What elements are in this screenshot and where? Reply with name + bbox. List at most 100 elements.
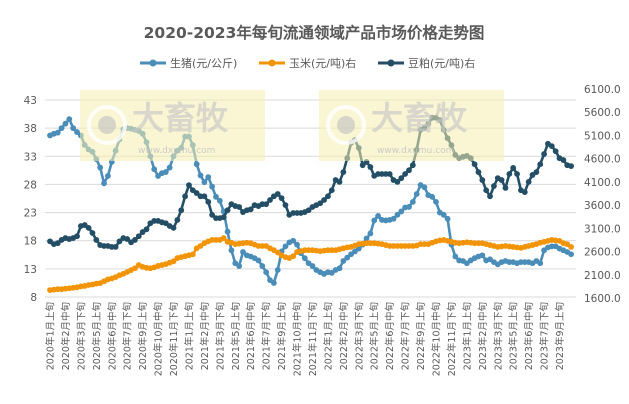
x-tick-label: 2022年10月中旬 <box>431 302 443 376</box>
data-point <box>93 237 100 243</box>
x-tick-label: 2023年9月上旬 <box>554 302 566 370</box>
data-point <box>367 230 374 237</box>
data-point <box>89 230 96 236</box>
data-point <box>197 172 204 179</box>
x-tick-label: 2021年3月下旬 <box>214 302 226 370</box>
y-left-tick-label: 8 <box>30 292 37 304</box>
watermark-url-text: www.dxumu.com <box>138 146 215 156</box>
x-tick-label: 2022年5月上旬 <box>369 302 381 370</box>
legend-label: 生猪(元/公斤) <box>170 56 237 70</box>
data-point <box>58 125 65 132</box>
data-point <box>541 151 547 157</box>
data-point <box>170 258 177 265</box>
watermark: 大畜牧 www.dxumu.com <box>319 90 504 161</box>
x-axis: 2020年1月上旬 2020年2月中旬 2020年3月下旬 2020年5月上旬 2020… <box>45 302 567 376</box>
y-right-tick-label: 4600.0 <box>584 154 621 166</box>
data-point <box>116 238 123 245</box>
data-point <box>548 143 555 150</box>
data-point <box>433 198 439 205</box>
data-point <box>70 125 77 132</box>
chart-title: 2020-2023年每旬流通领域产品市场价格走势图 <box>144 23 485 42</box>
data-point <box>205 174 212 181</box>
data-point <box>409 198 416 205</box>
data-point <box>213 193 219 200</box>
data-point <box>514 171 520 177</box>
data-point <box>317 200 324 207</box>
y-right-tick-label: 2600.0 <box>584 247 621 259</box>
data-point <box>498 177 505 183</box>
y-right-tick-label: 4100.0 <box>584 177 621 189</box>
y-right-tick-label: 1600.0 <box>584 293 621 305</box>
data-point <box>247 206 254 213</box>
data-point <box>220 235 227 241</box>
legend-label: 豆粕(元/吨)右 <box>408 56 475 70</box>
data-point <box>205 198 212 205</box>
data-point <box>413 191 420 197</box>
x-tick-label: 2020年2月中旬 <box>60 302 72 370</box>
y-left-tick-label: 28 <box>24 179 37 191</box>
data-point <box>355 245 362 252</box>
data-point <box>193 161 200 168</box>
x-tick-label: 2020年9月上旬 <box>137 302 149 370</box>
data-point <box>290 237 297 244</box>
y-left-tick-label: 43 <box>24 95 37 107</box>
data-point <box>174 217 181 223</box>
x-tick-label: 2023年5月上旬 <box>508 302 520 370</box>
watermark-eye-icon <box>337 116 355 134</box>
watermark-logo-icon <box>87 105 127 145</box>
data-point <box>290 253 297 260</box>
x-tick-label: 2021年9月上旬 <box>276 302 288 370</box>
data-point <box>560 157 567 163</box>
y-right-tick-label: 6100.0 <box>584 84 621 96</box>
data-point <box>282 243 289 250</box>
x-tick-label: 2023年7月下旬 <box>539 302 551 370</box>
data-point <box>294 241 300 248</box>
y-axis-right: 1600.0 2100.0 2600.0 3100.0 3600.0 4100.0 4600… <box>584 84 621 305</box>
data-point <box>367 164 374 170</box>
data-point <box>483 187 490 194</box>
data-point <box>274 191 281 197</box>
data-point <box>124 236 131 242</box>
legend-item: 玉米(元/吨)右 <box>259 56 356 70</box>
y-right-tick-label: 3600.0 <box>584 200 621 212</box>
data-point <box>336 178 343 185</box>
data-point <box>240 249 246 255</box>
data-point <box>502 185 509 191</box>
watermark-logo-text: 大畜牧 <box>371 99 468 137</box>
data-point <box>394 211 401 218</box>
y-left-tick-label: 38 <box>24 123 37 135</box>
x-tick-label: 2023年3月下旬 <box>492 302 504 370</box>
data-point <box>386 171 393 177</box>
y-left-tick-label: 33 <box>24 151 37 163</box>
legend-marker-icon <box>268 59 276 67</box>
legend-item: 生猪(元/公斤) <box>140 56 237 70</box>
x-tick-label: 2021年6月中旬 <box>245 302 257 370</box>
data-point <box>97 164 104 171</box>
data-point <box>421 184 428 191</box>
x-tick-label: 2023年1月上旬 <box>461 302 473 370</box>
data-point <box>236 204 243 210</box>
data-point <box>193 190 200 196</box>
data-point <box>552 148 559 155</box>
data-point <box>270 280 277 286</box>
y-right-tick-label: 3100.0 <box>584 223 621 235</box>
data-point <box>398 175 405 182</box>
x-tick-label: 2022年3月下旬 <box>353 302 365 370</box>
data-point <box>568 244 574 250</box>
data-point <box>112 244 119 250</box>
watermark-layer: 大畜牧 www.dxumu.com 大畜牧 www.dxumu.com <box>80 90 504 161</box>
y-left-tick-label: 23 <box>24 208 37 220</box>
data-point <box>309 263 316 269</box>
legend-marker-icon <box>387 59 395 67</box>
data-point <box>344 254 351 261</box>
y-left-tick-label: 13 <box>24 264 37 276</box>
data-point <box>398 208 405 215</box>
x-tick-label: 2021年11月下旬 <box>307 302 319 376</box>
data-point <box>340 169 347 176</box>
watermark-logo-icon <box>326 105 366 145</box>
x-tick-label: 2021年1月上旬 <box>183 302 195 370</box>
data-point <box>359 162 366 169</box>
data-point <box>74 233 80 240</box>
